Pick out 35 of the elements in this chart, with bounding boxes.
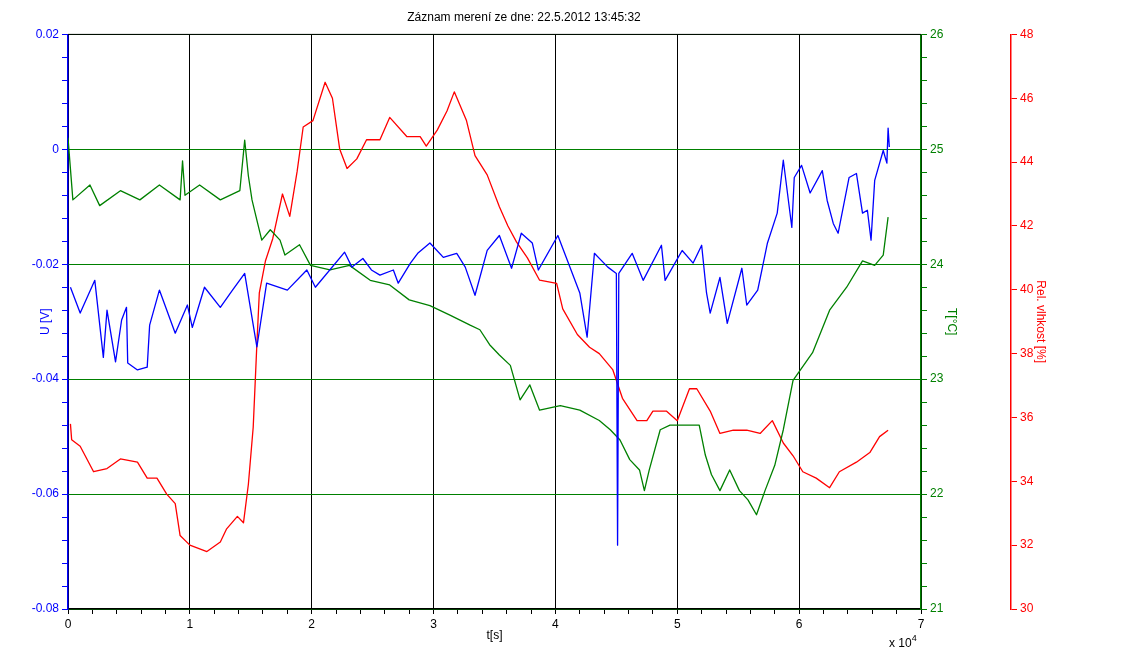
y2-tick-label: 23: [930, 371, 944, 386]
x-tick-label: 4: [552, 616, 560, 631]
x-tick-label: 6: [795, 616, 803, 631]
y3-tick-label: 46: [1020, 90, 1034, 105]
y3-tick-label: 40: [1020, 282, 1034, 297]
y3-tick-label: 32: [1020, 537, 1034, 552]
y3-tick-label: 30: [1020, 601, 1034, 616]
x-tick-label: 1: [186, 616, 194, 631]
y3-tick-label: 42: [1020, 218, 1034, 233]
x-tick-label: 2: [308, 616, 316, 631]
y2-tick-label: 21: [930, 601, 944, 616]
y-tick-label: -0.02: [31, 256, 60, 271]
x-axis-title: t[s]: [486, 628, 503, 643]
chart-title: Záznam merení ze dne: 22.5.2012 13:45:32: [407, 9, 642, 24]
y-tick-label: -0.08: [31, 601, 60, 616]
y-axis-title: U [V]: [37, 308, 52, 336]
y2-tick-label: 22: [930, 486, 944, 501]
y3-tick-label: 44: [1020, 154, 1034, 169]
y-tick-label: 0: [52, 141, 60, 156]
y-tick-label: -0.06: [31, 486, 60, 501]
y3-axis-title: Rel. vlhkost [%]: [1034, 280, 1049, 364]
y2-tick-label: 24: [930, 256, 944, 271]
x-tick-label: 5: [673, 616, 681, 631]
y-tick-label: 0.02: [35, 26, 60, 41]
x-tick-label: 0: [64, 616, 72, 631]
y3-tick-label: 48: [1020, 26, 1034, 41]
y3-tick-label: 34: [1020, 473, 1034, 488]
y3-tick-label: 36: [1020, 409, 1034, 424]
x-tick-label: 7: [917, 616, 925, 631]
y2-tick-label: 26: [930, 26, 944, 41]
x-tick-label: 3: [430, 616, 438, 631]
y-tick-label: -0.04: [31, 371, 60, 386]
y3-tick-label: 38: [1020, 345, 1034, 360]
y2-axis-title: T[°C]: [945, 307, 960, 336]
y2-tick-label: 25: [930, 141, 944, 156]
